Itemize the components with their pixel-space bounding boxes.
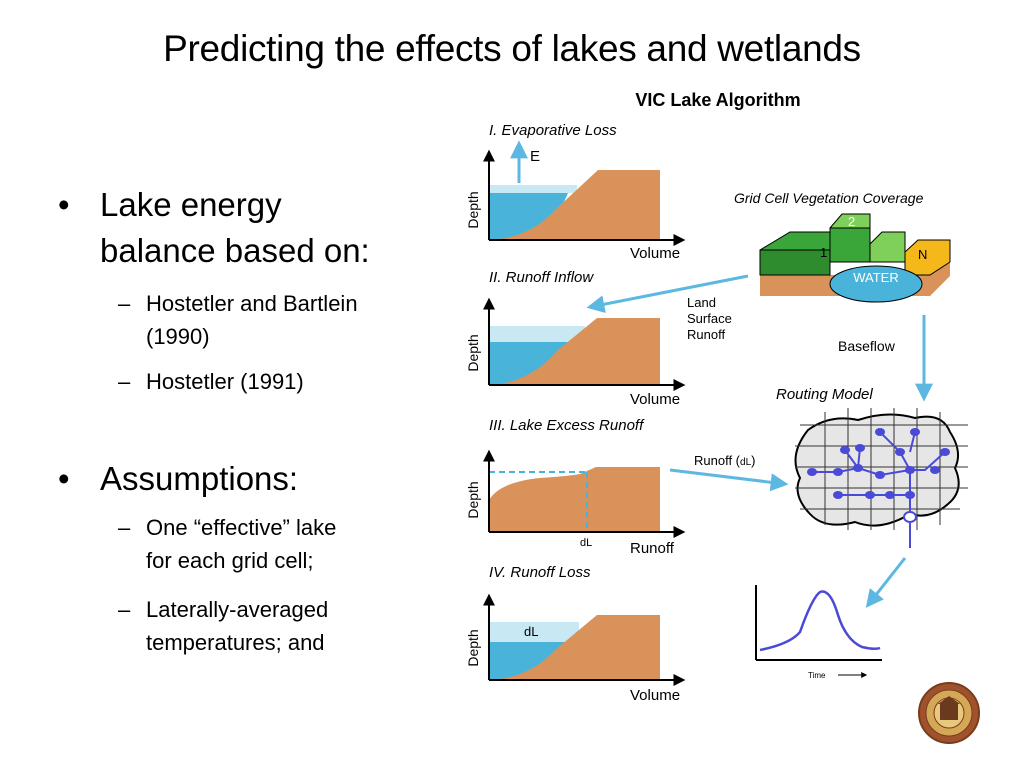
panel-runoff-loss: IV. Runoff Loss Depth dL Volume (465, 564, 686, 704)
dash-marker: – (118, 515, 131, 540)
veg-label-1: 1 (820, 245, 827, 260)
lake-basin (489, 318, 660, 385)
water-label: WATER (853, 270, 899, 285)
outflow-arrow (865, 557, 907, 608)
x-axis-label: Volume (630, 245, 680, 262)
lake-water (489, 193, 568, 240)
subitem-line: Laterally-averaged (146, 597, 329, 622)
x-axis-label: Volume (630, 391, 680, 408)
slide-title: Predicting the effects of lakes and wetl… (163, 28, 861, 69)
runoff-unit: dL (740, 457, 752, 468)
outlet-node (903, 511, 917, 523)
dash-marker: – (118, 597, 131, 622)
y-axis-label: Depth (465, 191, 481, 228)
baseflow-label: Baseflow (838, 338, 896, 354)
hydrograph: Time (755, 585, 882, 680)
water-tile (829, 265, 923, 303)
dl-band (489, 622, 579, 642)
bullet-line: Lake energy (100, 186, 282, 223)
panel-title: I. Evaporative Loss (489, 122, 617, 139)
lake-surface-band (489, 185, 577, 193)
routing-model-title: Routing Model (776, 386, 873, 403)
panel-title: II. Runoff Inflow (489, 269, 594, 286)
dl-marker-label: dL (580, 537, 592, 549)
runoff-suffix: ) (751, 453, 755, 468)
runoff-prefix: Runoff ( (694, 453, 741, 468)
veg-label-2: 2 (848, 214, 855, 229)
y-axis-label: Depth (465, 481, 481, 518)
bullet-dot: • (58, 186, 70, 223)
grid-cell-vegetation-coverage: Grid Cell Vegetation Coverage 1 2 N WATE… (734, 190, 951, 303)
lake-water (489, 642, 574, 680)
y-axis-label: Depth (465, 629, 481, 666)
bullet-line: Assumptions: (100, 460, 299, 497)
x-axis-label: Volume (630, 687, 680, 704)
panel-title: IV. Runoff Loss (489, 564, 591, 581)
subitem-hostetler-1991: – Hostetler (1991) (118, 365, 304, 398)
dl-marker-label: dL (524, 624, 538, 639)
diagram-title: VIC Lake Algorithm (635, 90, 800, 110)
subitem-line: temperatures; and (146, 630, 325, 655)
lake-basin (489, 170, 660, 240)
subitem-effective-lake: – One “effective” lake for each grid cel… (118, 511, 337, 577)
bullet-line: balance based on: (100, 232, 370, 269)
excess-runoff-label: Runoff (dL) (694, 453, 755, 468)
panel-lake-excess-runoff: III. Lake Excess Runoff Depth dL Runoff (465, 417, 686, 557)
time-label: Time (808, 671, 826, 680)
subitem-line: One “effective” lake (146, 515, 337, 540)
land-surface-runoff-arrow (586, 274, 749, 314)
panel-runoff-inflow: II. Runoff Inflow Depth Volume (465, 269, 686, 408)
routing-nodes (807, 428, 950, 499)
grid-cell-title: Grid Cell Vegetation Coverage (734, 190, 924, 206)
excess-runoff-curve-area (489, 467, 660, 532)
university-seal-logo (918, 682, 980, 744)
bullet-dot: • (58, 460, 70, 497)
subitem-line: Hostetler (1991) (146, 369, 304, 394)
bullet-lake-energy: • Lake energy balance based on: (58, 182, 370, 274)
subitem-line: Hostetler and Bartlein (146, 291, 358, 316)
y-axis-label: Depth (465, 334, 481, 371)
runoff-label-line: Runoff (687, 327, 725, 342)
subitem-laterally-averaged: – Laterally-averaged temperatures; and (118, 593, 329, 659)
evaporation-label: E (530, 148, 540, 165)
runoff-label-line: Surface (687, 311, 732, 326)
subitem-hostetler-bartlein: – Hostetler and Bartlein (1990) (118, 287, 358, 353)
routing-model: Routing Model (776, 386, 968, 548)
subitem-line: for each grid cell; (146, 548, 314, 573)
excess-runoff-arrow (669, 468, 789, 492)
runoff-label-line: Land (687, 295, 716, 310)
veg-label-n: N (918, 247, 927, 262)
panel-evaporative-loss: I. Evaporative Loss Depth Volume E (465, 122, 686, 262)
dash-marker: – (118, 291, 131, 316)
veg-tile-3 (869, 231, 906, 263)
hydrograph-curve (759, 590, 881, 652)
bullet-assumptions: • Assumptions: (58, 456, 299, 502)
veg-tile-1-front (759, 249, 831, 276)
dash-marker: – (118, 369, 131, 394)
x-axis-label: Runoff (630, 540, 675, 557)
veg-tile-2-front (829, 227, 871, 263)
subitem-line: (1990) (146, 324, 210, 349)
lake-surface-band (489, 326, 585, 342)
panel-title: III. Lake Excess Runoff (489, 417, 645, 434)
lake-basin (489, 615, 660, 680)
